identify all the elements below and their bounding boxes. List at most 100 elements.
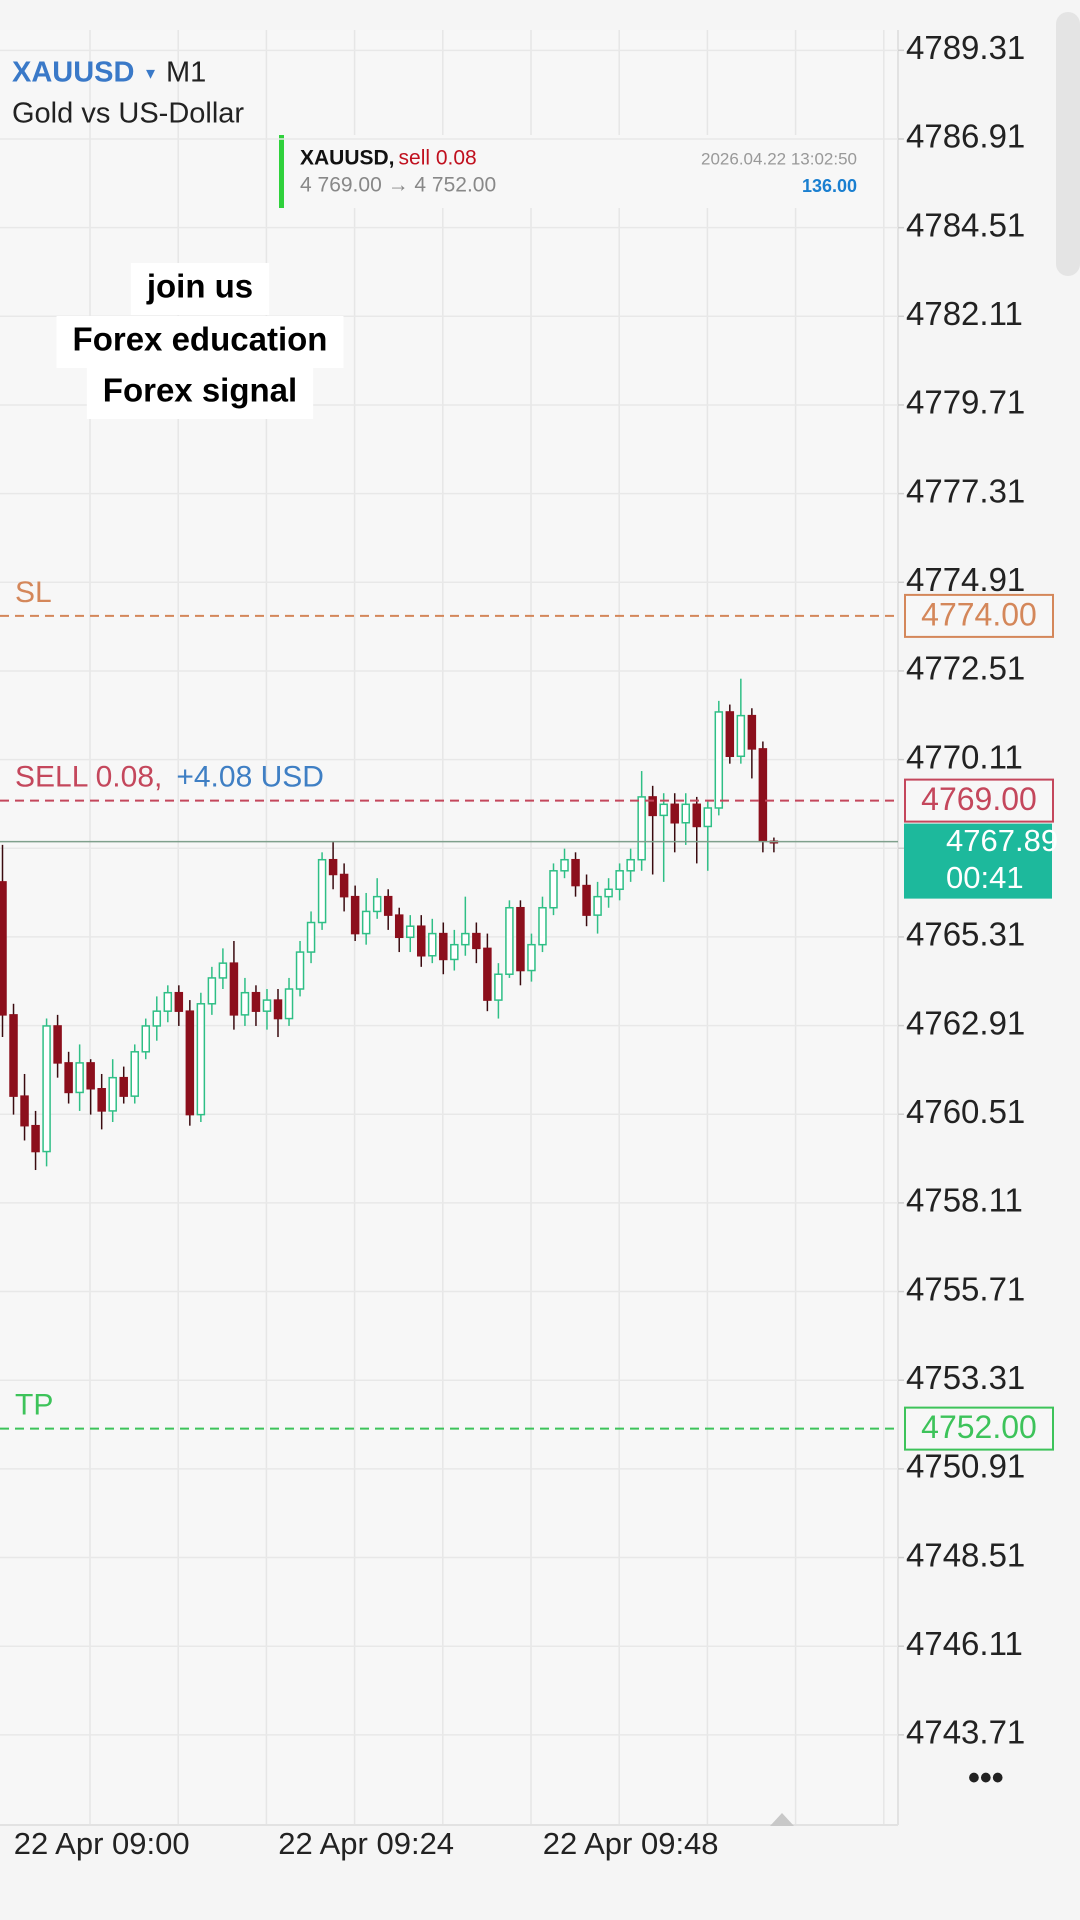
level-extra: +4.08 USD	[176, 761, 324, 794]
candle-body	[42, 1025, 51, 1153]
candle-body	[615, 870, 624, 891]
y-tick-label: 4786.91	[906, 118, 1025, 155]
level-tag	[904, 1406, 1054, 1451]
level-label: SELL 0.08,	[15, 761, 162, 794]
candle-body	[185, 1010, 195, 1116]
candle-body	[328, 858, 338, 876]
candle-body	[229, 962, 239, 1016]
candle-body	[240, 991, 250, 1016]
symbol[interactable]: XAUUSD	[12, 57, 134, 89]
candle-body	[317, 858, 327, 924]
y-tick-label: 4760.51	[906, 1093, 1025, 1130]
candle-body	[361, 910, 371, 935]
candle-body	[306, 921, 316, 953]
candle-body	[152, 1010, 162, 1027]
candle-body	[604, 888, 613, 898]
candle-body	[273, 999, 283, 1020]
y-tick-label: 4779.71	[906, 384, 1025, 421]
candle-body	[251, 991, 261, 1012]
candle-body	[483, 947, 492, 1001]
candle-body	[505, 906, 514, 975]
candle-body	[75, 1062, 84, 1094]
candle-body	[262, 999, 272, 1012]
candle-body	[758, 748, 768, 842]
candle-body	[461, 932, 470, 946]
candle-body	[637, 796, 646, 861]
level-tag	[904, 778, 1054, 823]
candle-body	[725, 711, 735, 758]
candle-body	[450, 943, 459, 961]
candle-body	[119, 1076, 128, 1097]
candle-body	[350, 895, 360, 935]
candle-body	[417, 925, 426, 957]
candle-body	[108, 1076, 117, 1112]
level-tag-label: 4752.00	[921, 1409, 1037, 1445]
last-price-timer: 00:41	[946, 860, 1024, 895]
candle-body	[703, 807, 713, 828]
candle-body	[571, 858, 580, 887]
level-label: TP	[15, 1389, 53, 1422]
candle-body	[593, 895, 602, 916]
candle-body	[538, 906, 547, 946]
candle-body	[394, 914, 404, 939]
y-tick-label: 4789.31	[906, 29, 1025, 66]
trade-time: 2026.04.22 13:02:50	[701, 149, 857, 168]
y-tick-label: 4770.11	[906, 738, 1023, 775]
trade-prices: 4 769.00 → 4 752.00	[300, 174, 496, 197]
candle-body	[405, 925, 415, 939]
promo-background	[56, 316, 344, 368]
candle-body	[494, 973, 503, 1001]
candle-body	[196, 1003, 206, 1116]
scrollbar	[1056, 12, 1080, 276]
timeframe[interactable]: M1	[166, 57, 206, 89]
candle-body	[549, 870, 558, 909]
candle-body	[681, 803, 690, 824]
y-tick-label: 4777.31	[906, 472, 1025, 509]
level-tag-label: 4769.00	[921, 781, 1037, 817]
candle-body	[141, 1025, 151, 1053]
trade-profit: 136.00	[802, 176, 857, 196]
promo-text: join us	[146, 268, 253, 305]
x-tick-label: 22 Apr 09:48	[543, 1826, 719, 1861]
y-tick-label: 4746.11	[906, 1625, 1023, 1662]
trade-side: sell 0.08	[399, 147, 477, 170]
candle-body	[86, 1062, 95, 1090]
level-tag-label: 4774.00	[921, 596, 1037, 632]
x-tick-label: 22 Apr 09:24	[278, 1826, 454, 1861]
candle-body	[527, 943, 536, 972]
vertical-grid	[89, 30, 885, 1825]
candle-body	[207, 977, 217, 1005]
y-tick-label: 4772.51	[906, 650, 1025, 687]
chart-title: Gold vs US-Dollar	[12, 98, 244, 130]
candle-body	[372, 895, 382, 913]
candle-body	[428, 932, 437, 957]
candle-body	[439, 932, 448, 961]
candle-body	[0, 881, 7, 1016]
candle-body	[130, 1051, 139, 1097]
trade-box[interactable]	[279, 135, 882, 208]
candle-body	[218, 962, 228, 979]
y-tick-label: 4750.91	[906, 1448, 1025, 1485]
candle-body	[295, 951, 305, 990]
last-price-tag	[904, 823, 1052, 899]
scroll-handle[interactable]	[770, 1813, 794, 1826]
candle-body	[670, 803, 679, 824]
dropdown-icon[interactable]: ▾	[146, 63, 155, 83]
candle-body	[284, 988, 294, 1020]
x-tick-label: 22 Apr 09:00	[14, 1826, 190, 1861]
y-tick-label: 4784.51	[906, 206, 1025, 243]
trade-symbol: XAUUSD,	[300, 147, 395, 170]
trade-indicator	[279, 135, 284, 208]
candle-body	[692, 803, 702, 828]
y-tick-label: 4753.31	[906, 1359, 1025, 1396]
level-label: SL	[15, 576, 52, 609]
candle-body	[174, 991, 184, 1012]
promo-text: Forex education	[73, 321, 328, 358]
y-tick-label: 4755.71	[906, 1270, 1025, 1307]
candle-body	[97, 1088, 106, 1112]
more-icon[interactable]: •••	[968, 1759, 1004, 1797]
promo-background	[86, 367, 314, 419]
y-tick-label: 4743.71	[906, 1714, 1025, 1751]
